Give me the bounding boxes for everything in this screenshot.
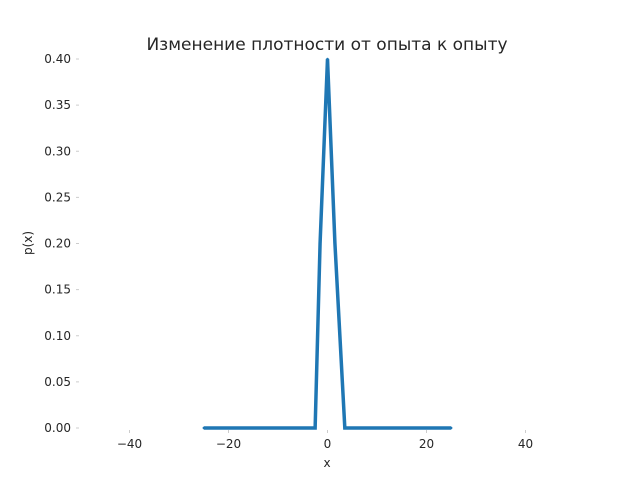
y-tick-label: 0.25 <box>44 190 71 204</box>
y-tick-label: 0.00 <box>44 421 71 435</box>
x-axis: −40 −20 0 20 40 <box>117 430 533 451</box>
plot-area: 0.00 0.05 0.10 0.15 0.20 0.25 0.30 0.35 0.40 −40… <box>44 52 533 451</box>
x-axis-label: x <box>323 456 330 470</box>
y-tick-label: 0.40 <box>44 52 71 66</box>
x-tick-label: −20 <box>216 437 241 451</box>
data-point <box>333 242 337 245</box>
x-tick-label: 0 <box>324 437 332 451</box>
data-point <box>326 57 329 61</box>
y-axis: 0.00 0.05 0.10 0.15 0.20 0.25 0.30 0.35 0.40 <box>44 52 79 435</box>
x-tick-label: −40 <box>117 437 142 451</box>
y-tick-label: 0.30 <box>44 144 71 158</box>
data-point <box>313 426 317 430</box>
y-tick-label: 0.10 <box>44 329 71 343</box>
data-points <box>202 57 453 430</box>
y-tick-label: 0.20 <box>44 237 71 251</box>
y-tick-label: 0.15 <box>44 283 71 297</box>
data-point <box>338 334 342 337</box>
x-tick-label: 20 <box>419 437 434 451</box>
data-point <box>202 426 205 430</box>
data-point <box>318 242 322 245</box>
y-tick-label: 0.05 <box>44 375 71 389</box>
data-point <box>450 426 453 430</box>
data-point <box>343 426 347 430</box>
density-line <box>203 58 452 430</box>
y-tick-label: 0.35 <box>44 98 71 112</box>
y-axis-label: p(x) <box>21 231 35 255</box>
chart-title: Изменение плотности от опыта к опыту <box>146 35 507 55</box>
x-tick-label: 40 <box>518 437 533 451</box>
